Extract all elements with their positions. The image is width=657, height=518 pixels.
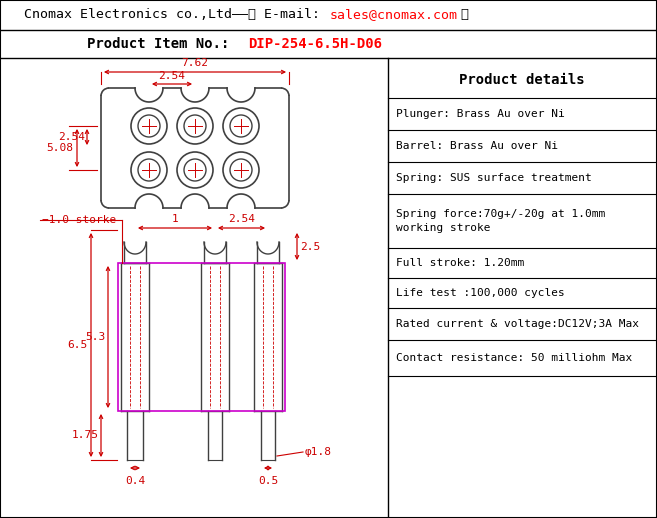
Text: 2.54: 2.54 [158,71,185,81]
Text: sales@cnomax.com: sales@cnomax.com [330,8,458,22]
Text: Product details: Product details [459,73,585,87]
Text: 5.3: 5.3 [86,332,106,342]
Text: 1: 1 [171,214,178,224]
Text: Plunger: Brass Au over Ni: Plunger: Brass Au over Ni [396,109,565,119]
Text: ）: ） [460,8,468,22]
Polygon shape [135,88,163,102]
Polygon shape [135,194,163,208]
Text: 0.5: 0.5 [258,476,278,486]
Text: 6.5: 6.5 [67,340,87,350]
Polygon shape [227,88,255,102]
Text: Contact resistance: 50 milliohm Max: Contact resistance: 50 milliohm Max [396,353,632,363]
Text: 0.4: 0.4 [125,476,145,486]
Text: working stroke: working stroke [396,223,491,233]
Text: −1.0 storke: −1.0 storke [42,215,116,225]
Text: Spring force:70g+/-20g at 1.0mm: Spring force:70g+/-20g at 1.0mm [396,209,605,219]
Text: 7.62: 7.62 [181,58,208,68]
Polygon shape [227,194,255,208]
Polygon shape [181,194,209,208]
Text: Barrel: Brass Au over Ni: Barrel: Brass Au over Ni [396,141,558,151]
Text: 2.54: 2.54 [58,132,85,142]
Text: Cnomax Electronics co.,Ltd——（ E-mail:: Cnomax Electronics co.,Ltd——（ E-mail: [24,8,328,22]
Text: Full stroke: 1.20mm: Full stroke: 1.20mm [396,258,524,268]
Text: Product Item No.:: Product Item No.: [87,37,246,51]
Text: Rated current & voltage:DC12V;3A Max: Rated current & voltage:DC12V;3A Max [396,319,639,329]
Bar [118,263,285,411]
Text: φ1.8: φ1.8 [305,447,332,457]
Text: 2.54: 2.54 [228,214,255,224]
Text: 5.08: 5.08 [46,143,73,153]
Text: 2.5: 2.5 [300,241,320,252]
Text: 1.75: 1.75 [72,430,99,440]
Text: DIP-254-6.5H-D06: DIP-254-6.5H-D06 [248,37,382,51]
Text: Spring: SUS surface treatment: Spring: SUS surface treatment [396,173,592,183]
Text: Life test :100,000 cycles: Life test :100,000 cycles [396,288,565,298]
FancyBboxPatch shape [101,88,289,208]
Polygon shape [181,88,209,102]
